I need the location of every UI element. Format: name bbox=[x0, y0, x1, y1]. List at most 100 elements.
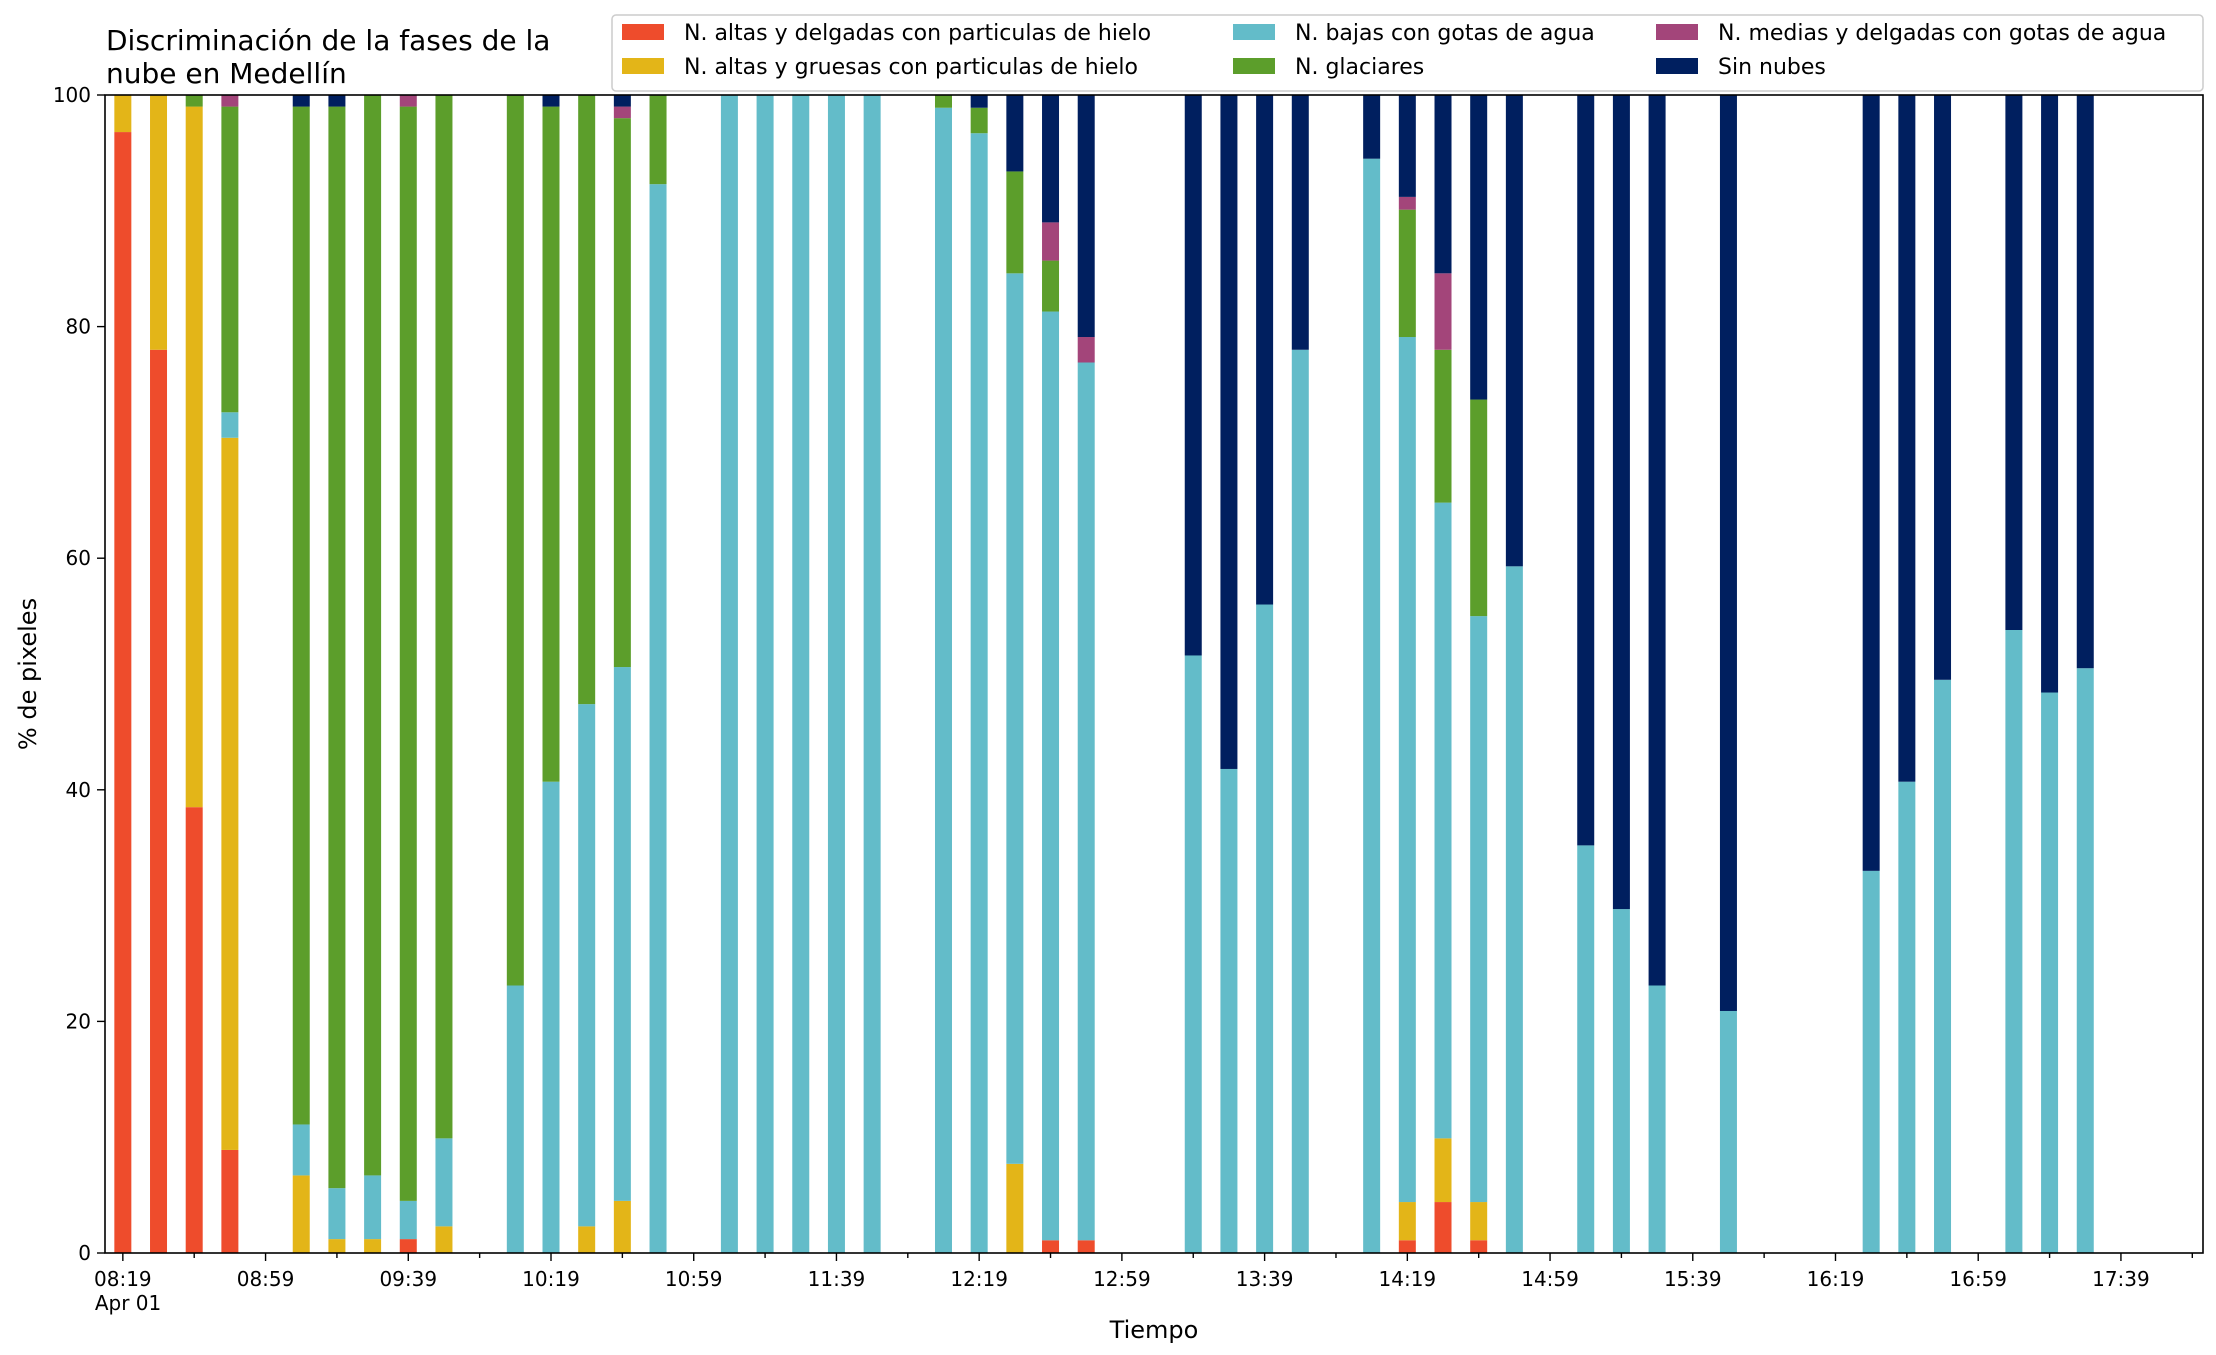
bar-segment-1449-s2 bbox=[1505, 566, 1523, 1253]
bar-segment-1229-s5 bbox=[1006, 95, 1024, 172]
x-tick-label: 17:39 bbox=[2092, 1267, 2150, 1291]
bar-segment-0849-s2 bbox=[221, 412, 239, 438]
legend-box bbox=[611, 14, 2204, 92]
bar-segment-1109-s2 bbox=[720, 95, 738, 1253]
legend-swatch bbox=[1233, 58, 1275, 74]
bar-segment-1549-s5 bbox=[1719, 95, 1737, 1011]
bar-segment-1429-s0 bbox=[1434, 1202, 1452, 1253]
bar-segment-0939-s3 bbox=[399, 106, 417, 1201]
bar-segment-1719-s5 bbox=[2041, 95, 2059, 693]
legend-label: N. glaciares bbox=[1295, 55, 1424, 80]
bar-segment-1149-s2 bbox=[863, 95, 881, 1253]
bar-segment-1239-s5 bbox=[1042, 95, 1060, 223]
legend-label: N. altas y gruesas con particulas de hie… bbox=[684, 55, 1138, 80]
x-tick-label: 10:19 bbox=[522, 1267, 580, 1291]
bar-segment-1329-s5 bbox=[1220, 95, 1238, 769]
bar-segment-1639-s2 bbox=[1898, 781, 1916, 1253]
bar-segment-1519-s5 bbox=[1612, 95, 1630, 910]
y-tick-label: 60 bbox=[66, 546, 91, 570]
bar-segment-1239-s4 bbox=[1042, 222, 1060, 261]
bar-segment-1419-s5 bbox=[1398, 95, 1416, 197]
bar-segment-1039-s3 bbox=[613, 118, 631, 668]
bar-segment-0829-s0 bbox=[150, 349, 168, 1253]
bar-segment-1029-s2 bbox=[578, 704, 596, 1227]
x-tick-label: 14:59 bbox=[1521, 1267, 1579, 1291]
bar-segment-1319-s2 bbox=[1184, 655, 1202, 1253]
bar-segment-1429-s4 bbox=[1434, 273, 1452, 350]
legend-swatch bbox=[622, 24, 664, 40]
x-tick-sublabel: Apr 01 bbox=[95, 1291, 161, 1315]
bar-segment-1009-s3 bbox=[506, 95, 524, 986]
y-tick-label: 0 bbox=[78, 1241, 91, 1265]
bar-segment-1229-s1 bbox=[1006, 1163, 1024, 1253]
bar-segment-1649-s2 bbox=[1934, 679, 1952, 1253]
bar-segment-0939-s0 bbox=[399, 1239, 417, 1253]
legend-swatch bbox=[1656, 58, 1698, 74]
bar-segment-0829-s1 bbox=[150, 95, 168, 350]
bar-segment-1439-s3 bbox=[1470, 399, 1488, 617]
chart-title-line-2: nube en Medellín bbox=[106, 57, 347, 90]
bar-segment-1029-s1 bbox=[578, 1226, 596, 1253]
bar-segment-1329-s2 bbox=[1220, 768, 1238, 1253]
bar-segment-1419-s1 bbox=[1398, 1202, 1416, 1241]
x-tick-label: 12:59 bbox=[1093, 1267, 1151, 1291]
bar-segment-1549-s2 bbox=[1719, 1010, 1737, 1253]
bar-segment-0849-s3 bbox=[221, 106, 239, 413]
bar-segment-1209-s3 bbox=[934, 95, 952, 108]
legend-label: Sin nubes bbox=[1718, 55, 1826, 80]
y-tick-label: 40 bbox=[66, 778, 91, 802]
bar-segment-1429-s1 bbox=[1434, 1138, 1452, 1203]
bar-segment-0819-s0 bbox=[114, 132, 132, 1253]
legend-swatch bbox=[622, 58, 664, 74]
bar-segment-1019-s3 bbox=[542, 106, 560, 782]
bar-segment-1419-s4 bbox=[1398, 196, 1416, 210]
bar-segment-0839-s3 bbox=[185, 95, 203, 107]
bar-segment-1419-s0 bbox=[1398, 1240, 1416, 1253]
bar-segment-1429-s3 bbox=[1434, 349, 1452, 503]
y-tick-label: 80 bbox=[66, 315, 91, 339]
legend-label: N. altas y delgadas con particulas de hi… bbox=[684, 21, 1151, 46]
bar-segment-0839-s0 bbox=[185, 807, 203, 1253]
bar-segment-1239-s2 bbox=[1042, 311, 1060, 1241]
bar-segment-1039-s2 bbox=[613, 667, 631, 1201]
legend-label: N. bajas con gotas de agua bbox=[1295, 21, 1595, 46]
bar-segment-0929-s1 bbox=[364, 1239, 382, 1253]
bar-segment-0949-s1 bbox=[435, 1226, 453, 1253]
bar-segment-1719-s2 bbox=[2041, 692, 2059, 1253]
bar-segment-1339-s5 bbox=[1256, 95, 1274, 605]
bar-segment-1439-s2 bbox=[1470, 616, 1488, 1203]
bar-segment-1239-s0 bbox=[1042, 1240, 1060, 1253]
bar-segment-1439-s0 bbox=[1470, 1240, 1488, 1253]
bar-segment-1439-s1 bbox=[1470, 1202, 1488, 1241]
bar-segment-1249-s2 bbox=[1077, 362, 1095, 1241]
x-tick-label: 12:19 bbox=[950, 1267, 1008, 1291]
bar-segment-1429-s2 bbox=[1434, 502, 1452, 1139]
bar-segment-1409-s5 bbox=[1363, 95, 1381, 159]
bar-segment-0929-s3 bbox=[364, 95, 382, 1176]
bar-segment-1729-s2 bbox=[2076, 668, 2094, 1253]
y-tick-label: 20 bbox=[66, 1009, 91, 1033]
bar-segment-1709-s2 bbox=[2005, 630, 2023, 1253]
y-tick-label: 100 bbox=[53, 83, 91, 107]
legend-label: N. medias y delgadas con gotas de agua bbox=[1718, 21, 2166, 46]
bar-segment-1349-s2 bbox=[1291, 349, 1309, 1253]
bar-segment-0819-s1 bbox=[114, 95, 132, 133]
bar-segment-1529-s5 bbox=[1648, 95, 1666, 986]
x-tick-label: 08:59 bbox=[237, 1267, 295, 1291]
bar-segment-0949-s2 bbox=[435, 1138, 453, 1227]
x-tick-label: 11:39 bbox=[808, 1267, 866, 1291]
bar-segment-1039-s4 bbox=[613, 106, 631, 119]
bar-segment-1249-s0 bbox=[1077, 1240, 1095, 1253]
bar-segment-1639-s5 bbox=[1898, 95, 1916, 782]
bar-segment-1649-s5 bbox=[1934, 95, 1952, 680]
bar-segment-0949-s3 bbox=[435, 95, 453, 1139]
bar-segment-1019-s2 bbox=[542, 781, 560, 1253]
bar-segment-1049-s2 bbox=[649, 184, 667, 1253]
bar-segment-1049-s3 bbox=[649, 95, 667, 185]
bar-segment-1419-s3 bbox=[1398, 209, 1416, 338]
bar-segment-1429-s5 bbox=[1434, 95, 1452, 274]
bar-segment-1039-s5 bbox=[613, 95, 631, 107]
bar-segment-1509-s2 bbox=[1577, 845, 1595, 1253]
bar-segment-1219-s3 bbox=[970, 107, 988, 134]
bar-segment-1219-s5 bbox=[970, 95, 988, 108]
